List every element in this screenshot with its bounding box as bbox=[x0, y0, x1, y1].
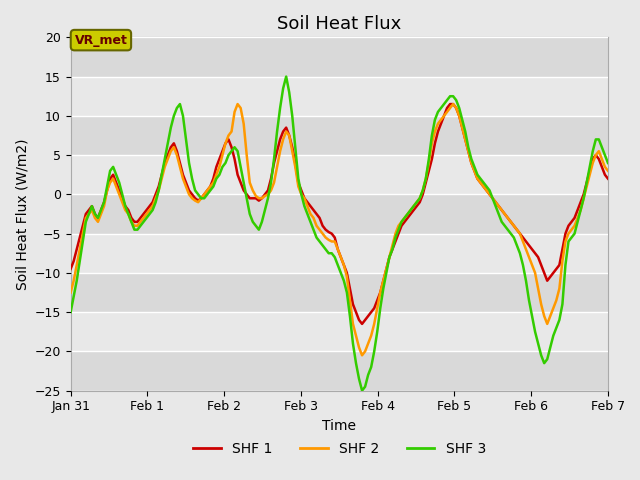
Y-axis label: Soil Heat Flux (W/m2): Soil Heat Flux (W/m2) bbox=[15, 138, 29, 290]
Text: VR_met: VR_met bbox=[74, 34, 127, 47]
Bar bbox=[70, 273, 608, 312]
Title: Soil Heat Flux: Soil Heat Flux bbox=[277, 15, 401, 33]
Bar bbox=[70, 351, 608, 391]
Legend: SHF 1, SHF 2, SHF 3: SHF 1, SHF 2, SHF 3 bbox=[187, 436, 492, 461]
X-axis label: Time: Time bbox=[323, 419, 356, 433]
Bar bbox=[70, 116, 608, 155]
Bar bbox=[70, 37, 608, 77]
Bar bbox=[70, 194, 608, 234]
